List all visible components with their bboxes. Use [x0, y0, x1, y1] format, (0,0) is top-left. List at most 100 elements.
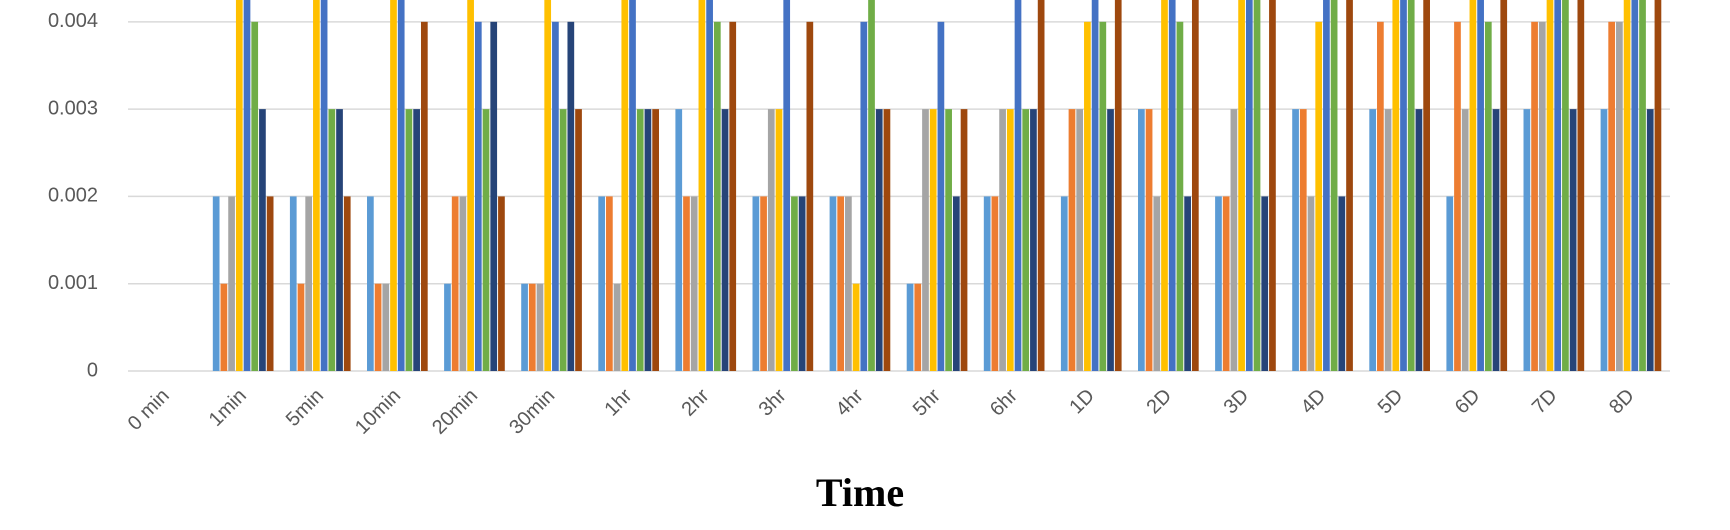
x-tick-label: 2D — [1142, 385, 1176, 419]
bar — [798, 196, 806, 371]
bar — [1577, 0, 1585, 371]
bar — [235, 0, 243, 371]
bar — [1415, 109, 1423, 371]
bar — [575, 109, 582, 371]
bar — [405, 109, 413, 371]
x-tick-label: 4hr — [832, 384, 868, 420]
bar — [1215, 196, 1222, 371]
bar — [1384, 109, 1392, 371]
bar — [698, 0, 706, 371]
bar — [1323, 0, 1330, 371]
bar — [1222, 196, 1230, 371]
bar — [382, 283, 390, 371]
bar — [999, 109, 1006, 371]
bar — [467, 0, 474, 371]
bar — [937, 21, 945, 372]
x-tick-label: 5D — [1374, 385, 1408, 419]
bar — [991, 196, 999, 371]
bar — [837, 196, 845, 371]
bar — [1099, 21, 1107, 372]
bar — [1654, 0, 1662, 371]
bar — [1307, 196, 1315, 371]
bar — [1014, 0, 1022, 371]
bar — [220, 283, 228, 371]
bar — [413, 109, 420, 371]
x-tick-label: 3hr — [755, 384, 791, 420]
bar — [683, 196, 690, 371]
bar — [1446, 196, 1454, 371]
bar — [1538, 21, 1546, 372]
bar — [266, 196, 274, 371]
bar — [559, 109, 567, 371]
bar — [791, 196, 798, 371]
bar — [313, 0, 320, 371]
bar — [444, 283, 451, 371]
bar — [243, 0, 251, 371]
bar — [1623, 0, 1631, 371]
bar — [1469, 0, 1477, 371]
bar — [752, 196, 760, 371]
bar — [1037, 0, 1045, 371]
bar — [721, 109, 729, 371]
bar — [1084, 21, 1091, 372]
grid — [128, 21, 1670, 372]
bar — [1407, 0, 1415, 371]
bar — [1161, 0, 1168, 371]
bar — [636, 109, 644, 371]
bar — [1068, 109, 1076, 371]
bar — [1153, 196, 1161, 371]
bar — [906, 283, 914, 371]
bar — [1261, 196, 1269, 371]
bar — [320, 0, 328, 371]
bar — [367, 196, 374, 371]
bar — [1060, 196, 1068, 371]
bar — [528, 283, 536, 371]
bar — [544, 0, 552, 371]
bar — [336, 109, 343, 371]
bar — [675, 109, 683, 371]
bar — [1646, 109, 1654, 371]
x-tick-label: 2hr — [678, 384, 714, 420]
bar — [629, 0, 636, 371]
x-tick-label: 10min — [351, 385, 405, 439]
bar — [1500, 0, 1508, 371]
x-tick-label: 4D — [1297, 385, 1331, 419]
bar — [397, 0, 405, 371]
x-tick-label: 1min — [205, 385, 251, 431]
x-tick-label: 3D — [1220, 385, 1254, 419]
bar — [1315, 21, 1323, 372]
bar — [1639, 0, 1646, 371]
bar — [490, 21, 498, 372]
x-tick-label: 1hr — [600, 384, 636, 420]
bar — [1477, 0, 1484, 371]
bar — [868, 0, 875, 371]
bar — [1484, 21, 1492, 372]
bar — [1569, 109, 1577, 371]
bar — [390, 0, 397, 371]
bar — [228, 196, 235, 371]
bar — [1546, 0, 1554, 371]
bar — [644, 109, 652, 371]
bar — [1330, 0, 1338, 371]
bar — [914, 283, 922, 371]
bar — [498, 196, 505, 371]
bar — [1631, 0, 1639, 371]
bar — [1091, 0, 1099, 371]
bar — [1299, 109, 1307, 371]
bar — [1562, 0, 1569, 371]
bar — [459, 196, 467, 371]
bar — [806, 21, 814, 372]
bar — [1423, 0, 1430, 371]
bar — [1230, 109, 1238, 371]
y-tick-label: 0.002 — [48, 185, 98, 207]
bar — [536, 283, 544, 371]
bar — [845, 196, 852, 371]
x-tick-label: 20min — [428, 385, 482, 439]
x-tick-label: 7D — [1528, 385, 1562, 419]
bar — [297, 283, 305, 371]
bar — [883, 109, 891, 371]
bar — [212, 196, 220, 371]
bar — [1392, 0, 1400, 371]
bar — [960, 109, 968, 371]
bar — [1269, 0, 1276, 371]
